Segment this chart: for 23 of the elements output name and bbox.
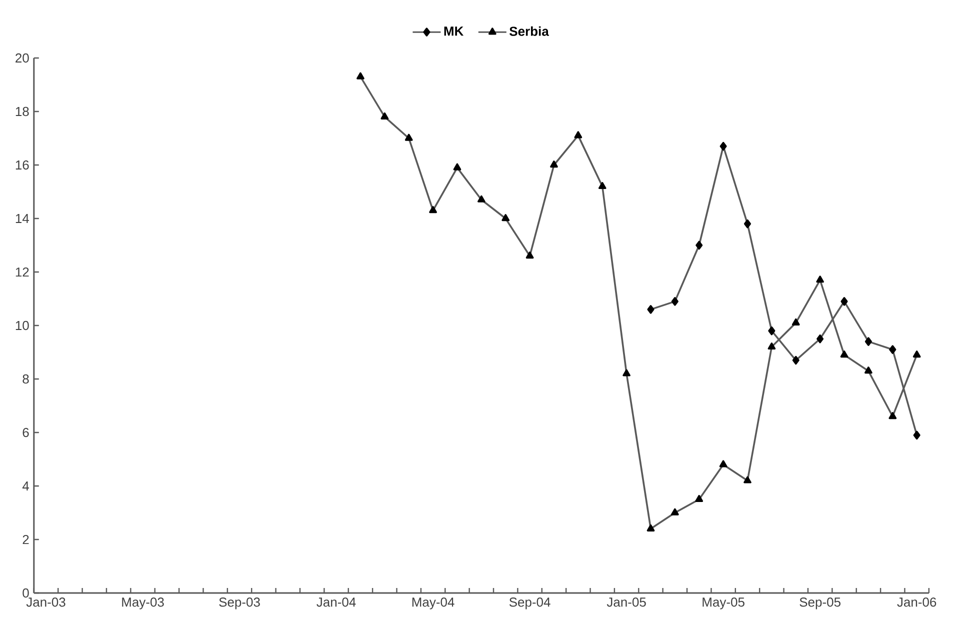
x-tick-label: May-05: [702, 598, 744, 610]
x-tick-label: Jan-03: [26, 598, 66, 607]
legend-label: Serbia: [510, 26, 549, 36]
x-tick-label: Jan-05: [606, 598, 646, 607]
y-tick-label: 14: [16, 214, 29, 223]
x-tick-label: May-04: [412, 598, 454, 610]
y-tick-label: 0: [22, 588, 29, 598]
y-tick-label: 18: [16, 106, 29, 116]
x-tick-label: Jan-04: [316, 598, 356, 607]
x-tick-label: Sep-03: [219, 598, 260, 610]
x-tick-label: Jan-06: [897, 598, 936, 607]
x-tick-label: Sep-05: [800, 598, 840, 610]
y-tick-label: 6: [22, 428, 29, 438]
x-tick-label: May-03: [122, 598, 164, 610]
y-tick-label: 2: [22, 534, 29, 544]
y-tick-label: 8: [22, 374, 29, 384]
y-tick-label: 12: [16, 267, 29, 277]
legend-label: MK: [444, 26, 464, 36]
x-tick-label: Sep-04: [509, 598, 550, 610]
y-tick-label: 4: [22, 482, 29, 490]
y-tick-label: 20: [16, 53, 29, 63]
y-tick-label: 16: [16, 160, 29, 170]
y-tick-label: 10: [16, 320, 29, 330]
